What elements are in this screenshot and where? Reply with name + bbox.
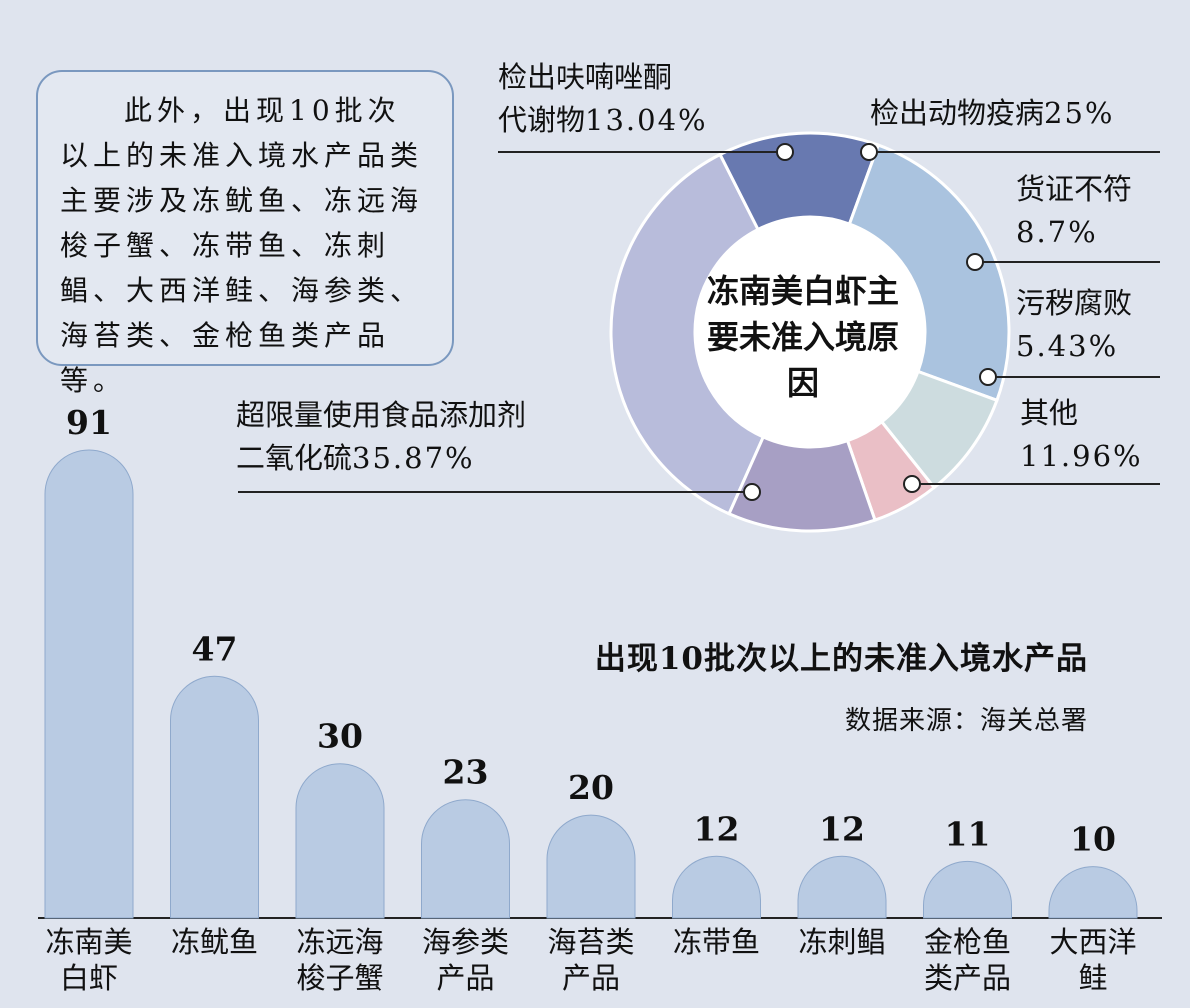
donut-slice-6: [727, 435, 877, 533]
bar-category-label: 产品: [436, 961, 494, 995]
donut-slice-1: [609, 152, 766, 516]
bar-value-label: 12: [694, 809, 740, 848]
callout-so2-pct: 35.87%: [352, 441, 475, 475]
donut-slice-3: [847, 143, 1011, 403]
callout-disease: 检出动物疫病25%: [870, 92, 1114, 135]
note-box: [36, 70, 454, 366]
bar-category-label: 冻鱿鱼: [171, 925, 258, 959]
bar-value-label: 20: [568, 768, 614, 807]
bar-value-label: 47: [192, 629, 238, 668]
leader-marker-2: [860, 143, 878, 161]
bar-7: [797, 855, 887, 919]
callout-so2: 超限量使用食品添加剂 二氧化硫35.87%: [236, 394, 526, 480]
bar-chart-title: 出现10批次以上的未准入境水产品: [594, 641, 1088, 677]
bar-category-label: 梭子蟹: [296, 961, 383, 995]
bar-category-label: 海参类: [422, 925, 509, 959]
bar-category-label: 大西洋: [1049, 925, 1136, 959]
bar-category-label: 金枪鱼: [924, 925, 1011, 959]
bar-5: [546, 814, 636, 919]
bar-chart: 91冻南美白虾47冻鱿鱼30冻远海梭子蟹23海参类产品20海苔类产品12冻带鱼1…: [44, 403, 1138, 995]
callout-mismatch-pct: 8.7%: [1016, 215, 1098, 249]
donut-hole: [696, 218, 924, 446]
bar-1: [44, 449, 134, 919]
callout-other-pct: 11.96%: [1020, 439, 1143, 473]
callout-furazolidone: 检出呋喃唑酮 代谢物13.04%: [498, 56, 708, 142]
bar-value-label: 12: [819, 809, 865, 848]
donut-center-label: 冻南美白虾主要未准入境原因: [706, 272, 899, 402]
callout-disease-pct: 25%: [1044, 96, 1115, 130]
bar-category-label: 海苔类: [547, 925, 634, 959]
bar-value-label: 23: [443, 753, 489, 792]
bar-8: [923, 860, 1012, 919]
bar-category-label: 冻带鱼: [673, 925, 760, 959]
bar-3: [295, 763, 385, 919]
leader-marker-3: [966, 253, 984, 271]
bar-category-label: 冻刺鲳: [798, 925, 885, 959]
bar-value-label: 11: [945, 814, 991, 853]
leader-marker-1: [776, 143, 794, 161]
bar-2: [170, 675, 259, 919]
bar-4: [421, 799, 510, 919]
callout-furazolidone-line1: 检出呋喃唑酮: [498, 60, 673, 94]
bar-9: [1048, 866, 1138, 919]
callout-furazolidone-pct: 13.04%: [585, 103, 708, 137]
leader-marker-4: [979, 368, 997, 386]
bar-value-label: 10: [1070, 820, 1116, 859]
donut-chart: [609, 131, 1011, 533]
bar-6: [672, 855, 761, 919]
bar-category-label: 冻南美: [45, 925, 132, 959]
callout-spoil-pct: 5.43%: [1016, 329, 1119, 363]
leader-marker-5: [903, 475, 921, 493]
callout-mismatch: 货证不符 8.7%: [1016, 168, 1132, 254]
bar-chart-source: 数据来源：海关总署: [844, 706, 1088, 736]
bar-category-label: 产品: [562, 961, 620, 995]
bar-category-label: 白虾: [60, 961, 118, 995]
callout-other: 其他 11.96%: [1020, 392, 1143, 478]
callout-spoil-line1: 污秽腐败: [1016, 286, 1133, 320]
callout-so2-line1: 超限量使用食品添加剂: [236, 398, 527, 432]
callout-so2-line2: 二氧化硫: [236, 441, 353, 475]
bar-category-label: 冻远海: [296, 925, 383, 959]
donut-leader-lines: [238, 143, 1160, 501]
callout-furazolidone-line2: 代谢物: [498, 103, 586, 137]
bar-value-label: 91: [66, 403, 112, 442]
callout-other-line1: 其他: [1020, 396, 1079, 430]
callout-spoil: 污秽腐败 5.43%: [1016, 282, 1132, 368]
bar-value-label: 30: [317, 717, 363, 756]
bar-category-label: 类产品: [924, 961, 1011, 995]
callout-mismatch-line1: 货证不符: [1016, 172, 1133, 206]
leader-marker-6: [743, 483, 761, 501]
note-text: 此外，出现10批次以上的未准入境水产品类主要涉及冻鱿鱼、冻远海梭子蟹、冻带鱼、冻…: [60, 94, 424, 397]
callout-disease-line1: 检出动物疫病: [870, 96, 1045, 130]
bar-category-label: 鲑: [1078, 961, 1107, 995]
